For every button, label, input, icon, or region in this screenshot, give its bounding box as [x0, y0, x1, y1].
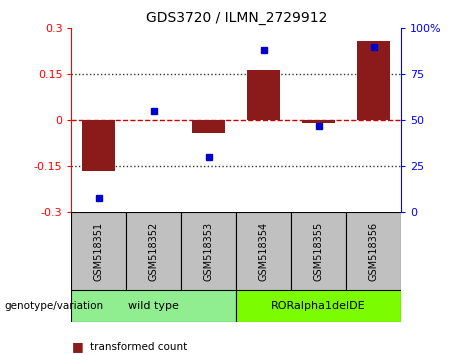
Text: GSM518353: GSM518353	[204, 222, 214, 281]
Bar	[291, 212, 346, 290]
Text: GSM518354: GSM518354	[259, 222, 269, 281]
Text: ■: ■	[71, 341, 83, 353]
Text: GSM518351: GSM518351	[94, 222, 104, 281]
Bar	[192, 120, 225, 133]
Bar	[236, 290, 401, 322]
Text: GSM518352: GSM518352	[149, 222, 159, 281]
Text: GSM518355: GSM518355	[313, 222, 324, 281]
Text: genotype/variation: genotype/variation	[5, 301, 104, 311]
Text: transformed count: transformed count	[90, 342, 187, 352]
Bar	[236, 212, 291, 290]
Bar	[302, 120, 335, 124]
Bar	[126, 212, 181, 290]
Bar	[181, 212, 236, 290]
Bar	[346, 212, 401, 290]
Text: RORalpha1delDE: RORalpha1delDE	[272, 301, 366, 311]
Title: GDS3720 / ILMN_2729912: GDS3720 / ILMN_2729912	[146, 11, 327, 24]
Bar	[71, 290, 236, 322]
Text: wild type: wild type	[129, 301, 179, 311]
Bar	[83, 120, 115, 171]
Bar	[247, 70, 280, 120]
Bar	[71, 212, 126, 290]
Text: GSM518356: GSM518356	[369, 222, 378, 281]
Bar	[357, 41, 390, 120]
